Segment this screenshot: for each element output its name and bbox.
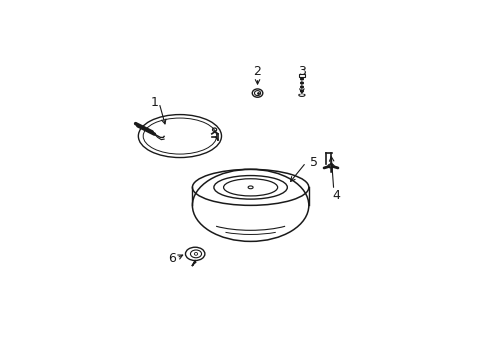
Ellipse shape <box>185 247 204 261</box>
Text: 4: 4 <box>332 189 340 202</box>
Ellipse shape <box>190 250 201 258</box>
Ellipse shape <box>298 94 305 96</box>
Bar <box>299 74 304 77</box>
Text: 1: 1 <box>151 96 159 109</box>
Text: 2: 2 <box>253 65 261 78</box>
Ellipse shape <box>327 164 333 168</box>
Text: 5: 5 <box>310 156 318 169</box>
Ellipse shape <box>194 252 197 255</box>
Text: 3: 3 <box>297 65 305 78</box>
Text: 6: 6 <box>167 252 175 265</box>
